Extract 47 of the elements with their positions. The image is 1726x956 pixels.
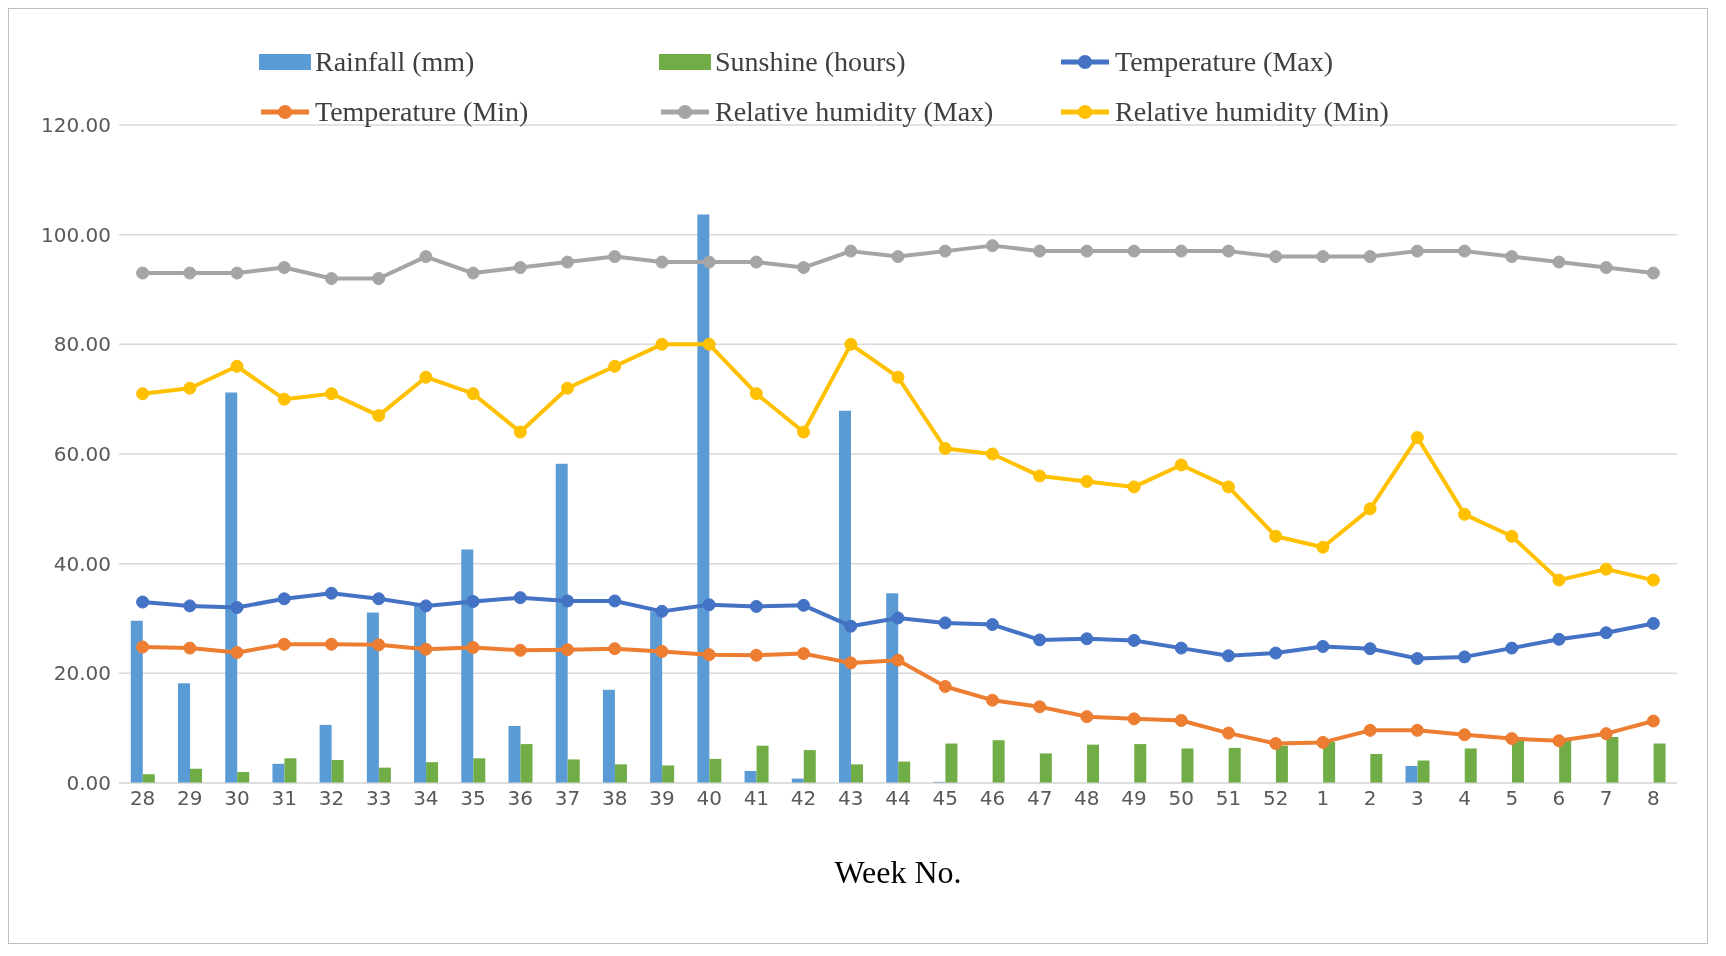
x-tick-label: 34 <box>413 786 439 811</box>
x-tick-label: 49 <box>1121 786 1147 811</box>
x-tick-label: 44 <box>885 786 911 811</box>
legend-label: Temperature (Min) <box>315 95 529 129</box>
legend-label: Sunshine (hours) <box>715 45 906 79</box>
y-tick-label: 0.00 <box>66 771 111 796</box>
y-tick-label: 40.00 <box>53 551 111 576</box>
x-tick-label: 6 <box>1552 786 1566 811</box>
x-tick-label: 41 <box>743 786 770 811</box>
x-tick-label: 31 <box>271 786 297 811</box>
x-tick-label: 51 <box>1215 786 1242 811</box>
x-tick-label: 28 <box>129 786 156 811</box>
x-tick-label: 3 <box>1410 786 1424 811</box>
x-tick-label: 52 <box>1262 786 1289 811</box>
x-tick-label: 37 <box>554 786 581 811</box>
legend-label: Relative humidity (Max) <box>715 95 994 129</box>
y-tick-label: 120.00 <box>41 113 111 138</box>
y-tick-label: 20.00 <box>53 661 111 686</box>
x-tick-label: 50 <box>1168 786 1194 811</box>
x-tick-label: 8 <box>1647 786 1660 811</box>
legend-label: Relative humidity (Min) <box>1115 95 1389 129</box>
y-tick-label: 100.00 <box>41 222 111 247</box>
x-tick-label: 40 <box>696 786 722 811</box>
x-tick-label: 36 <box>507 786 534 811</box>
x-tick-label: 7 <box>1599 786 1613 811</box>
x-tick-label: 39 <box>649 786 675 811</box>
y-tick-label: 60.00 <box>53 442 111 467</box>
x-tick-label: 1 <box>1316 786 1330 811</box>
x-tick-label: 5 <box>1505 786 1519 811</box>
x-tick-label: 48 <box>1074 786 1100 811</box>
x-tick-label: 45 <box>932 786 958 811</box>
legend-label: Temperature (Max) <box>1115 45 1334 79</box>
x-tick-label: 47 <box>1026 786 1053 811</box>
x-tick-label: 35 <box>460 786 486 811</box>
x-tick-label: 33 <box>365 786 392 811</box>
legend-label: Rainfall (mm) <box>315 45 475 79</box>
x-tick-label: 42 <box>790 786 817 811</box>
x-tick-label: 46 <box>979 786 1006 811</box>
x-tick-label: 2 <box>1363 786 1377 811</box>
x-tick-label: 43 <box>838 786 864 811</box>
y-tick-label: 80.00 <box>53 332 111 357</box>
x-tick-label: 4 <box>1458 786 1471 811</box>
x-axis-title: Week No. <box>834 854 962 890</box>
x-tick-label: 29 <box>177 786 203 811</box>
x-tick-label: 32 <box>318 786 345 811</box>
x-tick-label: 38 <box>602 786 628 811</box>
x-tick-label: 30 <box>224 786 250 811</box>
